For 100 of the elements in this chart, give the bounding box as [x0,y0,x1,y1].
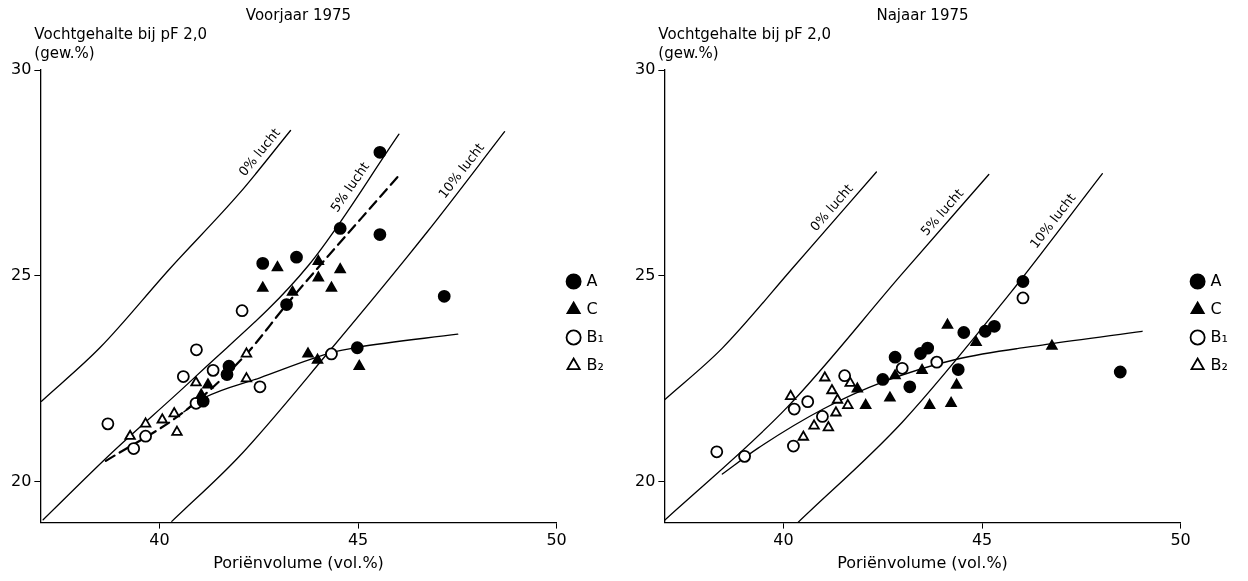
point [808,419,820,430]
point [930,355,944,369]
point [876,373,890,386]
point [787,439,800,453]
point [302,347,314,358]
legend-label: B₁ [1210,326,1228,346]
point [373,228,387,241]
point [921,341,935,355]
point [240,347,253,358]
point [312,254,324,265]
point [312,271,324,282]
point [950,378,963,389]
point [176,370,190,383]
x-tick-label: 45 [347,530,369,550]
point [220,368,234,381]
point [101,417,115,431]
point [290,250,303,264]
x-tick-label: 45 [971,530,993,550]
point [903,380,917,394]
point [1046,339,1058,350]
y-tick-label: 30 [11,59,32,79]
legend-label: C [1210,298,1222,318]
point [978,324,992,338]
point [196,394,210,408]
point [784,389,797,400]
point [851,382,864,393]
legend-label: A [586,270,598,290]
x-tick-label: 40 [149,530,170,550]
point [916,363,928,375]
y-tick-label: 25 [635,264,656,284]
point [334,263,346,274]
x-axis-title: Poriënvolume (vol.%) [213,552,384,572]
x-tick-label: 50 [546,530,567,550]
point [831,393,844,404]
point [127,442,141,455]
point [738,449,751,463]
point [253,380,267,394]
x-tick-label: 40 [773,530,794,550]
point [350,341,364,355]
point [271,261,284,272]
point [235,304,249,318]
point [257,281,269,292]
point [206,363,220,377]
point [171,425,183,436]
point [801,395,815,409]
point [842,398,854,409]
point [1016,291,1030,305]
point [710,445,724,459]
point [895,361,909,375]
y-tick-label: 30 [635,59,656,79]
point [373,145,387,159]
point [888,350,902,364]
point [970,335,982,347]
point [190,376,202,387]
legend-label: A [1210,270,1222,290]
point [830,406,842,417]
point [256,256,270,270]
point [844,376,856,387]
point [333,222,347,235]
point [190,343,203,357]
y-tick-label: 20 [11,470,32,490]
point [168,407,180,418]
point [945,396,957,407]
point [139,417,152,428]
point [325,347,338,361]
point [311,353,324,364]
point [280,298,293,311]
legend-label: C [586,298,598,318]
point [860,398,872,409]
point [797,430,810,441]
point [819,371,831,382]
point [822,421,835,432]
x-tick-label: 50 [1170,530,1191,550]
point [124,429,136,440]
point [787,402,801,416]
y-axis-title: Vochtgehalte bij pF 2,0 (gew.%) [34,25,208,62]
point [826,384,838,395]
point [951,363,965,376]
point [987,319,1001,333]
point [437,289,451,303]
point [139,429,152,443]
chart-title: Najaar 1975 [876,6,969,24]
legend-label: B₁ [586,326,604,346]
point [1016,275,1030,288]
y-axis-title: Vochtgehalte bij pF 2,0 (gew.%) [658,25,832,62]
point [884,391,896,402]
point [286,285,299,296]
legend-label: B₂ [586,354,604,374]
point [202,378,214,389]
point [889,369,901,380]
point [957,326,971,339]
point [1113,365,1127,379]
point [325,281,338,292]
point [816,410,829,423]
point [923,398,936,409]
point [240,372,253,383]
y-tick-label: 25 [11,264,32,284]
point [353,359,365,370]
x-axis-title: Poriënvolume (vol.%) [837,552,1008,572]
point [941,318,954,329]
